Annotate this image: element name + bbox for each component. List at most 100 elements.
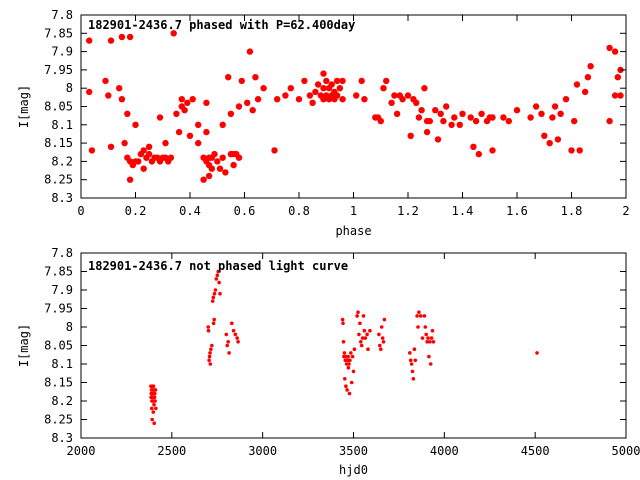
unphased-data-point <box>345 388 349 392</box>
unphased-plot-frame <box>80 252 627 439</box>
phased-data-point <box>388 99 395 107</box>
unphased-data-point <box>208 351 212 355</box>
phased-data-point <box>568 147 575 154</box>
phased-y-tick-label: 8.05 <box>44 100 73 114</box>
phased-data-point <box>140 165 147 172</box>
phased-y-tick-label: 8.1 <box>51 118 73 132</box>
phased-data-point <box>527 114 534 121</box>
unphased-data-point <box>358 321 362 326</box>
phased-data-point <box>489 114 496 121</box>
unphased-data-point <box>152 395 157 400</box>
phased-data-point <box>189 96 196 103</box>
phased-axis-ticks: 0 0.2 0.4 0.6 0.8 1 1.2 1.4 1.6 1.8 2 7.8 7.85 7.9 7.9… <box>44 8 630 218</box>
unphased-data-point <box>379 325 384 329</box>
phased-data-point <box>140 147 147 154</box>
unphased-data-point <box>343 377 347 381</box>
unphased-data-point <box>227 351 231 355</box>
unphased-x-tick-label: 4500 <box>521 444 550 458</box>
unphased-y-tick-label: 8.25 <box>44 413 73 427</box>
phased-data-point <box>606 44 613 52</box>
phased-data-point <box>380 85 387 92</box>
phased-data-point <box>532 103 540 110</box>
unphased-data-point <box>340 317 345 322</box>
phased-x-tick-label: 0.2 <box>125 204 147 218</box>
phased-y-tick-label: 7.95 <box>44 63 73 77</box>
unphased-data-point <box>380 336 385 340</box>
phased-data-point <box>200 176 207 183</box>
unphased-data-point <box>151 384 156 389</box>
phased-data-point <box>549 114 556 121</box>
unphased-y-tick-label: 8.3 <box>51 431 73 445</box>
unphased-data-point <box>346 365 351 370</box>
phased-data-point <box>467 114 474 121</box>
unphased-data-point <box>346 354 350 359</box>
unphased-x-tick-label: 2000 <box>67 444 96 458</box>
unphased-x-tick-label: 2500 <box>157 444 186 458</box>
phased-data-point <box>102 77 109 85</box>
unphased-data-point <box>348 358 352 363</box>
unphased-data-point <box>207 354 212 359</box>
phased-data-point <box>195 121 202 128</box>
phased-data-point <box>88 147 96 154</box>
phased-data-point <box>557 110 564 118</box>
unphased-data-point <box>535 351 539 355</box>
phased-data-point <box>126 176 134 183</box>
phased-data-point <box>306 92 314 99</box>
phased-data-point <box>244 99 251 107</box>
unphased-data-point <box>347 391 352 396</box>
phased-data-point <box>167 154 175 161</box>
unphased-data-point <box>377 332 381 337</box>
phased-data-point <box>156 114 164 121</box>
unphased-data-point <box>378 343 382 348</box>
phased-data-point <box>573 81 581 88</box>
phased-data-point <box>489 147 496 154</box>
unphased-data-point <box>152 421 156 426</box>
unphased-data-point <box>430 328 435 333</box>
unphased-data-point <box>153 399 157 403</box>
phased-data-point <box>562 96 570 103</box>
unphased-data-point <box>382 317 387 322</box>
unphased-data-point <box>410 369 415 374</box>
phased-data-point <box>361 96 368 103</box>
unphased-data-point <box>216 269 220 274</box>
phased-data-point <box>249 107 256 114</box>
phased-y-axis-title: I[mag] <box>17 85 31 128</box>
unphased-data-point <box>225 343 229 348</box>
phased-data-point <box>235 103 243 110</box>
phased-y-tick-label: 8.15 <box>44 136 73 150</box>
phased-data-point <box>227 110 235 118</box>
phased-data-point <box>581 88 589 96</box>
phased-data-point <box>614 74 621 81</box>
phased-data-point <box>320 70 327 77</box>
phased-data-point <box>470 143 477 150</box>
unphased-x-axis-title: hjd0 <box>339 463 368 477</box>
phased-data-point <box>216 165 224 172</box>
unphased-y-tick-label: 8.05 <box>44 339 73 353</box>
unphased-data-point <box>210 343 214 348</box>
unphased-data-point <box>360 336 365 340</box>
phased-data-point <box>391 92 398 99</box>
unphased-data-point <box>365 332 369 337</box>
unphased-data-point <box>218 291 222 296</box>
unphased-data-point <box>379 347 383 352</box>
phased-data-point <box>500 114 507 121</box>
unphased-data-point <box>361 314 366 318</box>
phased-data-points <box>86 30 624 183</box>
unphased-data-point <box>152 402 156 407</box>
unphased-data-point <box>415 314 419 318</box>
phased-data-point <box>118 33 126 41</box>
phased-data-point <box>426 117 433 125</box>
phased-data-point <box>282 92 289 99</box>
unphased-x-tick-label: 3000 <box>248 444 277 458</box>
phased-y-tick-label: 8.2 <box>51 154 73 168</box>
unphased-data-point <box>427 354 431 359</box>
phased-data-point <box>358 77 365 85</box>
phased-data-point <box>554 136 562 143</box>
phased-y-tick-label: 8.25 <box>44 173 73 187</box>
phased-data-point <box>145 143 153 150</box>
unphased-data-point <box>425 340 429 344</box>
unphased-data-point <box>226 340 230 344</box>
phased-data-point <box>513 107 521 114</box>
unphased-x-tick-label: 4000 <box>430 444 459 458</box>
unphased-data-point <box>212 291 217 296</box>
